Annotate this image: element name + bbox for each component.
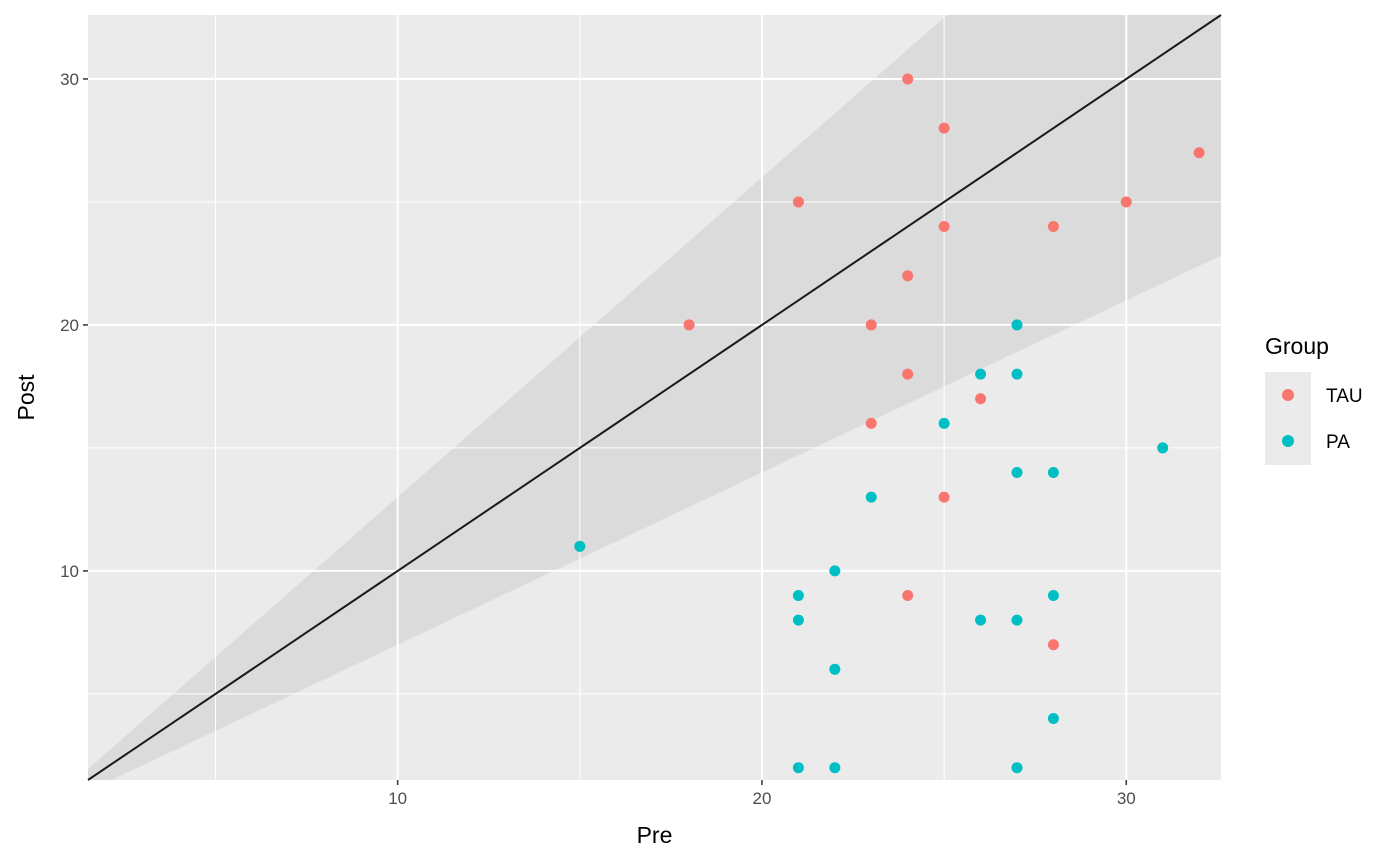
x-axis-title: Pre <box>637 822 673 848</box>
point-pa <box>1047 467 1059 479</box>
point-tau <box>865 417 877 429</box>
point-tau <box>902 368 914 380</box>
identity-line-path <box>87 14 1222 781</box>
legend-key-pa <box>1282 435 1294 447</box>
point-tau <box>975 393 987 405</box>
point-pa <box>792 762 804 774</box>
point-pa <box>792 614 804 626</box>
y-tick-label: 10 <box>60 562 79 581</box>
identity-line <box>87 14 1222 781</box>
point-tau <box>1120 196 1132 208</box>
point-pa <box>865 491 877 503</box>
point-tau <box>938 122 950 134</box>
point-pa <box>1047 713 1059 725</box>
point-tau <box>902 590 914 602</box>
point-tau <box>902 73 914 85</box>
point-tau <box>792 196 804 208</box>
x-tick-label: 10 <box>388 789 407 808</box>
point-tau <box>902 270 914 282</box>
point-pa <box>1157 442 1169 454</box>
legend-title: Group <box>1265 333 1329 359</box>
legend-label-pa: PA <box>1326 432 1350 453</box>
point-pa <box>975 368 987 380</box>
point-pa <box>1047 590 1059 602</box>
point-tau <box>1047 639 1059 651</box>
point-pa <box>829 762 841 774</box>
legend-label-tau: TAU <box>1326 386 1363 407</box>
point-pa <box>574 540 586 552</box>
point-pa <box>975 614 987 626</box>
y-axis-title: Post <box>13 374 39 421</box>
y-tick-label: 20 <box>60 316 79 335</box>
data-points <box>574 73 1205 774</box>
point-tau <box>938 491 950 503</box>
point-pa <box>1011 614 1023 626</box>
y-tick-label: 30 <box>60 70 79 89</box>
point-pa <box>1011 762 1023 774</box>
point-pa <box>938 417 950 429</box>
point-tau <box>683 319 695 331</box>
point-tau <box>1047 221 1059 233</box>
point-pa <box>1011 319 1023 331</box>
x-tick-label: 30 <box>1117 789 1136 808</box>
point-tau <box>938 221 950 233</box>
point-pa <box>829 565 841 577</box>
axes: 10 20 30 10 20 30 <box>60 70 1136 808</box>
point-tau <box>1193 147 1205 159</box>
grid-lines <box>88 15 1221 780</box>
legend: Group TAU PA <box>1265 333 1363 465</box>
legend-key-background <box>1265 372 1311 465</box>
point-pa <box>1011 467 1023 479</box>
point-pa <box>792 590 804 602</box>
point-pa <box>1011 368 1023 380</box>
point-pa <box>829 663 841 675</box>
point-tau <box>865 319 877 331</box>
legend-key-tau <box>1282 389 1294 401</box>
x-tick-label: 20 <box>753 789 772 808</box>
